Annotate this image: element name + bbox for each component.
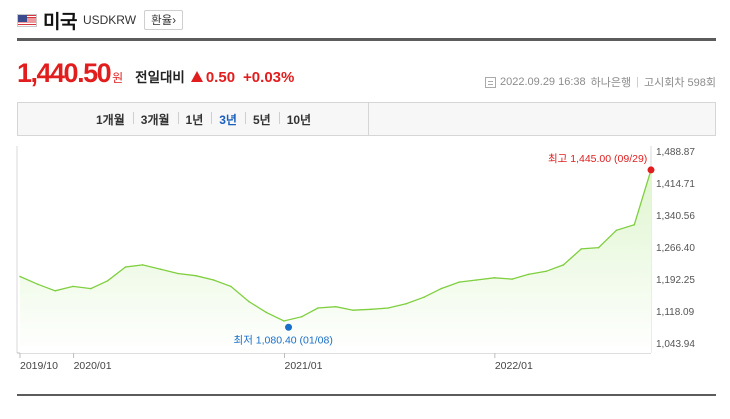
max-marker [647,166,655,174]
data-point [230,285,232,288]
data-point [248,300,250,303]
data-point [511,278,513,280]
notice-round: 고시회차 598회 [643,77,716,89]
y-tick-label: 1,414.71 [656,179,695,190]
exchange-rate-button[interactable]: 환율› [144,10,184,30]
us-flag-icon [17,13,37,27]
x-tick-label: 2020/01 [74,360,112,372]
data-point [141,264,144,266]
data-point [106,280,109,282]
data-point [124,266,127,268]
header: 미국 USDKRW 환율› [17,6,184,34]
tab-period[interactable]: 5년 [244,111,279,128]
data-point [159,268,162,270]
tabs-divider [368,103,369,135]
min-marker [285,323,293,331]
data-point [195,274,197,277]
y-tick-label: 1,192.25 [656,275,695,286]
y-tick-label: 1,043.94 [656,339,695,350]
data-point [493,277,496,279]
data-point [615,229,618,232]
y-tick-label: 1,488.87 [656,147,695,158]
y-tick-label: 1,266.40 [656,243,695,254]
bottom-divider [17,394,716,396]
data-point [423,296,425,298]
data-point [212,279,215,281]
data-point [37,283,39,286]
quote-meta: 2022.09.29 16:38 하나은행 | 고시회차 598회 [485,74,716,90]
currency-code: USDKRW [82,13,137,27]
data-point [545,270,547,273]
tab-period[interactable]: 10년 [278,111,319,128]
data-point [352,309,354,311]
change-value: 0.50 [205,69,236,86]
min-label: 최저 1,080.40 (01/08) [234,334,333,346]
y-tick-label: 1,340.56 [656,211,695,222]
series-area [20,169,651,353]
price-summary: 1,440.50 원 전일대비 0.50 +0.03% [17,58,294,89]
data-point [440,287,443,290]
price-unit: 원 [112,71,124,85]
x-tick-label: 2019/10 [20,360,58,372]
data-point [19,275,21,278]
document-icon [485,76,496,88]
current-price: 1,440.50 [17,58,112,88]
tab-period[interactable]: 3년 [211,111,245,128]
max-label: 최고 1,445.00 (09/29) [548,153,647,165]
top-divider [17,38,716,41]
data-point [370,308,372,311]
x-tick-label: 2021/01 [285,360,323,372]
compare-label: 전일대비 [135,70,185,85]
data-point [301,315,303,318]
data-point [387,307,390,309]
tab-period[interactable]: 3개월 [132,111,178,128]
data-point [405,302,407,305]
x-tick-label: 2022/01 [495,360,533,372]
y-tick-label: 1,118.09 [656,307,695,318]
data-point [475,279,478,281]
data-point [283,320,285,322]
quote-datetime: 2022.09.29 16:38 [500,76,586,88]
up-triangle-icon [190,71,203,82]
data-point [317,307,319,309]
exchange-rate-chart: 1,488.87 1,414.71 1,340.56 1,266.40 1,192.25… [16,146,695,372]
data-point [633,223,636,226]
change-percent: +0.03% [243,69,295,86]
country-name: 미국 [43,11,77,33]
data-point [177,272,179,275]
tab-period[interactable]: 1년 [177,111,212,128]
data-point [458,281,460,283]
data-point [597,246,600,249]
meta-separator: | [636,76,639,88]
bank-name: 하나은행 [590,77,632,89]
data-point [527,273,530,276]
tab-period[interactable]: 1개월 [96,112,125,127]
data-point [335,305,337,308]
data-point [562,264,565,266]
data-point [54,290,56,292]
data-point [580,248,583,250]
data-point [72,285,74,288]
data-point [265,311,267,314]
data-point [90,287,92,290]
period-tabs: 1개월 3개월 1년 3년 5년 10년 [17,102,716,136]
